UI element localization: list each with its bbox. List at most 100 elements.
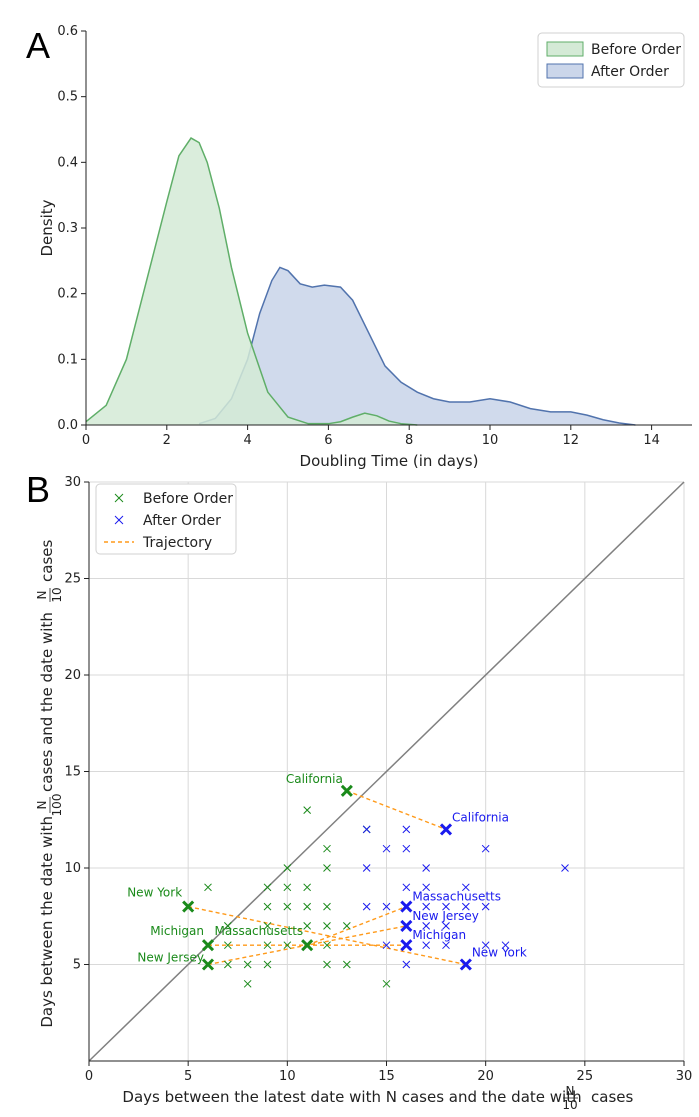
after-order-point: [402, 960, 411, 969]
legend-label-trajectory: Trajectory: [142, 535, 212, 551]
y-label-part3: cases: [38, 540, 56, 582]
before-order-point: [263, 922, 272, 930]
x-tick-label: 2: [163, 433, 171, 448]
trajectory-line-massachusetts: [306, 905, 407, 946]
state-label-after: New Jersey: [412, 909, 479, 923]
before-order-point: [323, 844, 331, 853]
state-label-before: California: [286, 772, 343, 786]
before-order-point: [342, 960, 351, 969]
x-tick-label: 6: [324, 433, 332, 448]
state-after-point: [459, 958, 472, 971]
panel-a-y-axis-label: Density: [38, 199, 56, 256]
state-label-before: Michigan: [150, 924, 204, 938]
state-after-point: [400, 900, 413, 913]
density-areas: [85, 137, 636, 426]
after-order-point: [402, 825, 411, 834]
y-tick-label: 0.6: [57, 24, 78, 39]
x-tick-label: 0: [82, 433, 90, 448]
state-label-after: Massachusetts: [412, 890, 501, 904]
state-before-point: [201, 939, 215, 952]
legend-label-after-order-b: After Order: [143, 513, 221, 529]
y-tick-label: 10: [64, 861, 81, 876]
legend-cross-before: [114, 493, 124, 503]
after-order-point: [481, 902, 490, 911]
before-order-point: [323, 922, 331, 930]
panel-b-y-axis-label: Days between the date with N 100 cases a…: [35, 540, 64, 1028]
x-label-tail: cases: [591, 1088, 633, 1106]
state-label-before: New Jersey: [137, 951, 204, 965]
x-tick-label: 8: [405, 433, 413, 448]
after-order-point: [442, 902, 450, 911]
after-order-point: [362, 864, 371, 872]
state-after-point: [400, 939, 413, 952]
x-frac-num: N: [566, 1084, 575, 1098]
after-order-point: [481, 844, 490, 853]
state-before-point: [182, 900, 195, 913]
panel-b-axes: 0 5 10 15 20 25 30 5 10 15 20 25 30: [64, 475, 692, 1084]
panel-b-x-axis-fraction: N 10 cases: [562, 1084, 633, 1112]
panel-b-label: B: [26, 469, 50, 510]
x-tick-label: 20: [477, 1069, 494, 1084]
y-tick-label: 20: [64, 668, 81, 683]
state-label-before: New York: [127, 886, 182, 900]
y-tick-label: 0.1: [57, 352, 78, 367]
state-before-point: [201, 958, 215, 971]
state-after-point: [439, 823, 453, 836]
identity-diagonal-line: [88, 481, 685, 1062]
y-frac1-den: 100: [50, 794, 64, 817]
before-order-point: [243, 979, 252, 988]
density-fill-before-order: [86, 138, 418, 425]
before-order-point: [283, 941, 292, 950]
state-label-after: Michigan: [412, 928, 466, 942]
after-order-point: [402, 883, 411, 892]
x-tick-label: 5: [184, 1069, 192, 1084]
before-order-point: [243, 960, 252, 969]
after-order-point: [402, 844, 411, 853]
legend-label-after-order: After Order: [591, 64, 669, 80]
x-tick-label: 10: [482, 433, 499, 448]
before-order-point: [283, 883, 292, 892]
before-order-point: [342, 922, 351, 930]
before-order-point: [323, 902, 331, 911]
before-order-point: [303, 922, 312, 930]
x-tick-label: 15: [378, 1069, 395, 1084]
after-order-point: [382, 844, 391, 853]
before-order-point: [323, 864, 331, 872]
state-before-point: [301, 939, 314, 952]
legend-label-before-order: Before Order: [591, 42, 681, 58]
before-order-point: [303, 806, 312, 814]
after-order-point: [422, 922, 431, 930]
x-tick-label: 12: [563, 433, 580, 448]
panel-a-label: A: [26, 25, 50, 66]
panel-b-grid: [89, 481, 685, 1061]
after-order-point: [422, 864, 431, 872]
state-label-before: Massachusetts: [214, 924, 303, 938]
before-order-point: [382, 979, 391, 988]
x-tick-label: 0: [85, 1069, 93, 1084]
x-tick-label: 4: [243, 433, 251, 448]
y-frac2-den: 10: [50, 587, 64, 602]
after-order-point: [422, 902, 431, 911]
after-order-point: [382, 941, 391, 950]
y-frac1-num: N: [35, 801, 49, 810]
panel-b-scatter-chart: B California California New York New York Ma…: [26, 469, 692, 1112]
before-order-point: [303, 883, 312, 892]
x-tick-label: 30: [676, 1069, 693, 1084]
before-order-point: [263, 883, 272, 892]
density-line-after-order: [198, 266, 636, 426]
x-frac-den: 10: [562, 1098, 577, 1112]
before-order-point: [223, 922, 232, 930]
before-order-point: [263, 941, 272, 950]
state-label-after: New York: [472, 946, 527, 960]
before-order-point: [204, 883, 212, 892]
legend-swatch-after-order: [546, 63, 584, 79]
x-tick-label: 10: [279, 1069, 296, 1084]
before-order-point: [323, 960, 331, 969]
y-label-part1: Days between the date with: [38, 816, 56, 1028]
y-tick-label: 0.4: [57, 155, 78, 170]
before-order-point: [283, 902, 292, 911]
panel-b-legend: Before Order After Order Trajectory: [95, 483, 237, 555]
legend-marker-before-order: [114, 493, 124, 503]
state-labels: California California New York New York Mass…: [127, 772, 527, 965]
